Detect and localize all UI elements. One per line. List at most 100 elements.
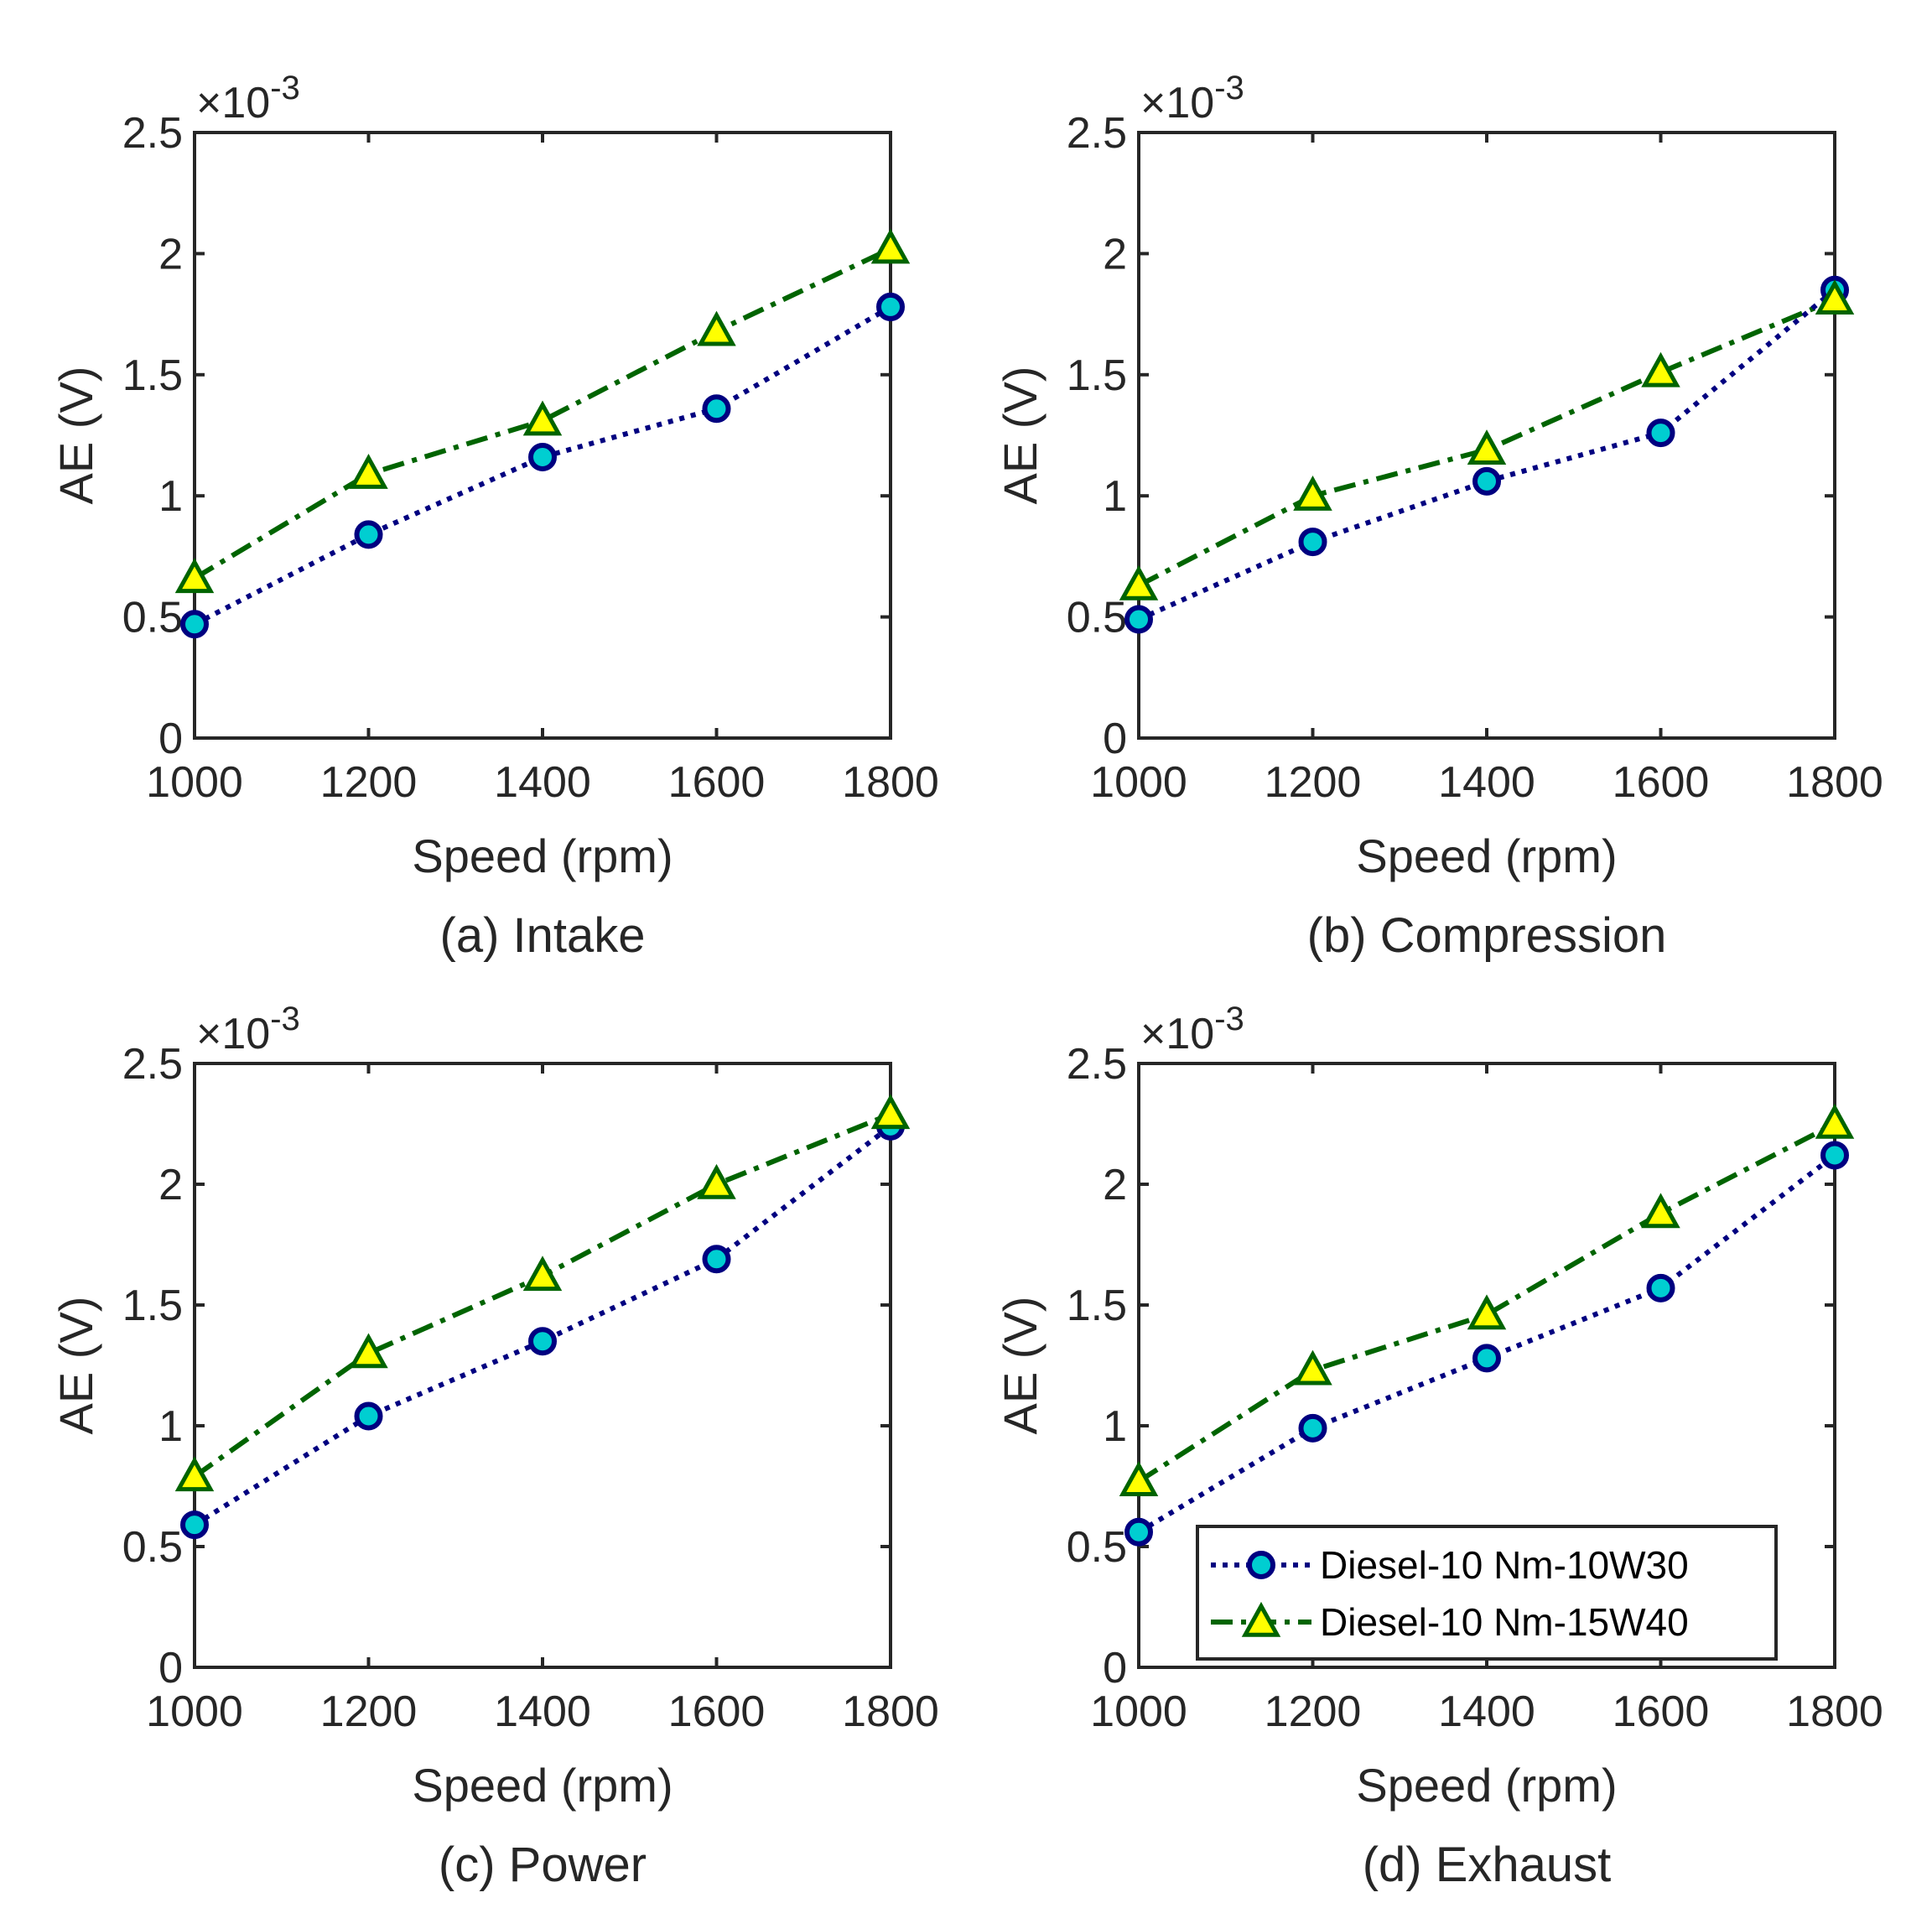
y-exponent-base: ×10 — [1140, 79, 1214, 127]
y-tick-label: 0 — [158, 715, 183, 763]
data-point-15w40 — [349, 1333, 388, 1369]
series-line-15w40 — [1137, 297, 1836, 588]
y-axis-label: AE (V) — [994, 1297, 1046, 1435]
series-line-15w40 — [193, 246, 892, 580]
x-tick-label: 1600 — [668, 1687, 766, 1736]
y-exponent-base: ×10 — [196, 79, 270, 127]
x-tick-label: 1800 — [1786, 758, 1883, 807]
x-tick-label: 1400 — [494, 758, 591, 807]
data-point-10w30 — [1298, 1413, 1327, 1443]
data-point-10w30 — [1820, 1141, 1849, 1170]
data-point-10w30 — [1646, 419, 1675, 448]
y-exponent-label: ×10-3 — [1140, 70, 1244, 127]
series-line-10w30 — [193, 1124, 892, 1527]
x-tick-label: 1000 — [146, 1687, 243, 1736]
series-line-10w30 — [193, 304, 892, 627]
x-tick-label: 1800 — [1786, 1687, 1883, 1736]
y-tick-label: 0 — [1103, 715, 1127, 763]
y-tick-label: 1.5 — [122, 1282, 183, 1330]
y-tick-label: 1 — [1103, 472, 1127, 521]
data-point-15w40 — [522, 1256, 563, 1292]
data-point-15w40 — [349, 454, 388, 489]
x-tick-label: 1600 — [668, 758, 766, 807]
x-tick-label: 1400 — [494, 1687, 591, 1736]
data-point-10w30 — [1298, 528, 1327, 557]
data-point-10w30 — [180, 610, 209, 639]
data-point-10w30 — [528, 1327, 557, 1356]
data-point-15w40 — [174, 1456, 215, 1492]
y-tick-label: 1 — [158, 1402, 183, 1451]
y-tick-label: 2 — [158, 230, 183, 278]
panel-caption: (a) Intake — [440, 908, 646, 963]
panel-a: 0 0.5 1 1.5 2 2.5 1000 1200 1400 1600 1800 ×10-3 Spe… — [49, 70, 939, 963]
data-point-10w30 — [180, 1510, 209, 1540]
x-tick-label: 1000 — [1090, 758, 1187, 807]
panel-caption: (d) Exhaust — [1363, 1838, 1612, 1892]
y-tick-label: 0.5 — [122, 1523, 183, 1572]
series-line-15w40 — [1137, 1121, 1836, 1484]
data-point-15w40 — [1293, 476, 1332, 511]
data-point-10w30 — [354, 520, 383, 549]
y-tick-label: 0.5 — [1067, 594, 1127, 642]
y-tick-label: 1.5 — [1067, 351, 1127, 400]
y-tick-label: 0 — [1103, 1644, 1127, 1692]
data-point-15w40 — [1815, 1103, 1855, 1139]
data-point-10w30 — [354, 1401, 383, 1431]
data-point-10w30 — [702, 1245, 731, 1274]
y-axis-label: AE (V) — [49, 367, 102, 505]
x-tick-label: 1000 — [146, 758, 243, 807]
data-point-15w40 — [870, 1094, 911, 1130]
y-exponent-label: ×10-3 — [1140, 1001, 1244, 1058]
y-exponent-power: -3 — [1214, 70, 1244, 107]
data-point-10w30 — [528, 442, 557, 471]
data-point-15w40 — [697, 1163, 736, 1199]
legend-box — [1196, 1525, 1778, 1661]
data-point-10w30 — [876, 292, 905, 321]
y-tick-label: 2.5 — [1067, 1040, 1127, 1089]
x-tick-label: 1400 — [1438, 758, 1535, 807]
data-point-10w30 — [702, 394, 731, 424]
x-axis-label: Speed (rpm) — [412, 829, 673, 882]
data-point-10w30 — [1472, 466, 1501, 496]
plot-area — [193, 1062, 892, 1669]
x-tick-label: 1600 — [1613, 1687, 1710, 1736]
data-point-15w40 — [174, 558, 215, 594]
y-tick-label: 2.5 — [1067, 109, 1127, 158]
data-point-15w40 — [522, 400, 563, 436]
y-tick-label: 1 — [158, 472, 183, 521]
data-point-15w40 — [1641, 1193, 1680, 1229]
data-point-15w40 — [870, 228, 911, 264]
panel-caption: (c) Power — [439, 1838, 647, 1892]
data-point-15w40 — [1293, 1349, 1332, 1386]
data-point-15w40 — [1119, 564, 1159, 601]
y-tick-label: 0 — [158, 1644, 183, 1692]
legend-label-10w30: Diesel-10 Nm-10W30 — [1320, 1543, 1689, 1587]
x-tick-label: 1200 — [320, 1687, 418, 1736]
legend-label-15w40: Diesel-10 Nm-15W40 — [1320, 1600, 1689, 1644]
panel-c: 0 0.5 1 1.5 2 2.5 1000 1200 1400 1600 1800 ×10-3 Spe… — [49, 1001, 939, 1892]
y-axis-label: AE (V) — [994, 367, 1046, 505]
y-exponent-label: ×10-3 — [196, 1001, 300, 1058]
y-tick-label: 0.5 — [122, 594, 183, 642]
y-tick-label: 1 — [1103, 1402, 1127, 1451]
y-tick-label: 2.5 — [122, 109, 183, 158]
y-exponent-base: ×10 — [196, 1010, 270, 1058]
y-exponent-power: -3 — [270, 1001, 300, 1037]
x-tick-label: 1000 — [1090, 1687, 1187, 1736]
y-exponent-power: -3 — [270, 70, 300, 107]
x-tick-label: 1400 — [1438, 1687, 1535, 1736]
data-point-10w30 — [1472, 1344, 1501, 1373]
panel-caption: (b) Compression — [1307, 908, 1667, 963]
legend: Diesel-10 Nm-10W30 Diesel-10 Nm-15W40 — [1196, 1525, 1778, 1661]
x-tick-label: 1200 — [1265, 758, 1362, 807]
panel-b: 0 0.5 1 1.5 2 2.5 1000 1200 1400 1600 1800 ×10-3 Spe… — [994, 70, 1883, 963]
legend-marker-15w40 — [1241, 1601, 1281, 1637]
data-point-15w40 — [1119, 1461, 1159, 1496]
x-tick-label: 1200 — [1265, 1687, 1362, 1736]
data-point-10w30 — [1646, 1273, 1675, 1302]
y-tick-label: 1.5 — [1067, 1282, 1127, 1330]
x-axis-label: Speed (rpm) — [412, 1759, 673, 1812]
legend-marker-10w30 — [1247, 1551, 1275, 1579]
panel-d: 0 0.5 1 1.5 2 2.5 1000 1200 1400 1600 1800 ×10-3 Spe… — [994, 1001, 1883, 1892]
